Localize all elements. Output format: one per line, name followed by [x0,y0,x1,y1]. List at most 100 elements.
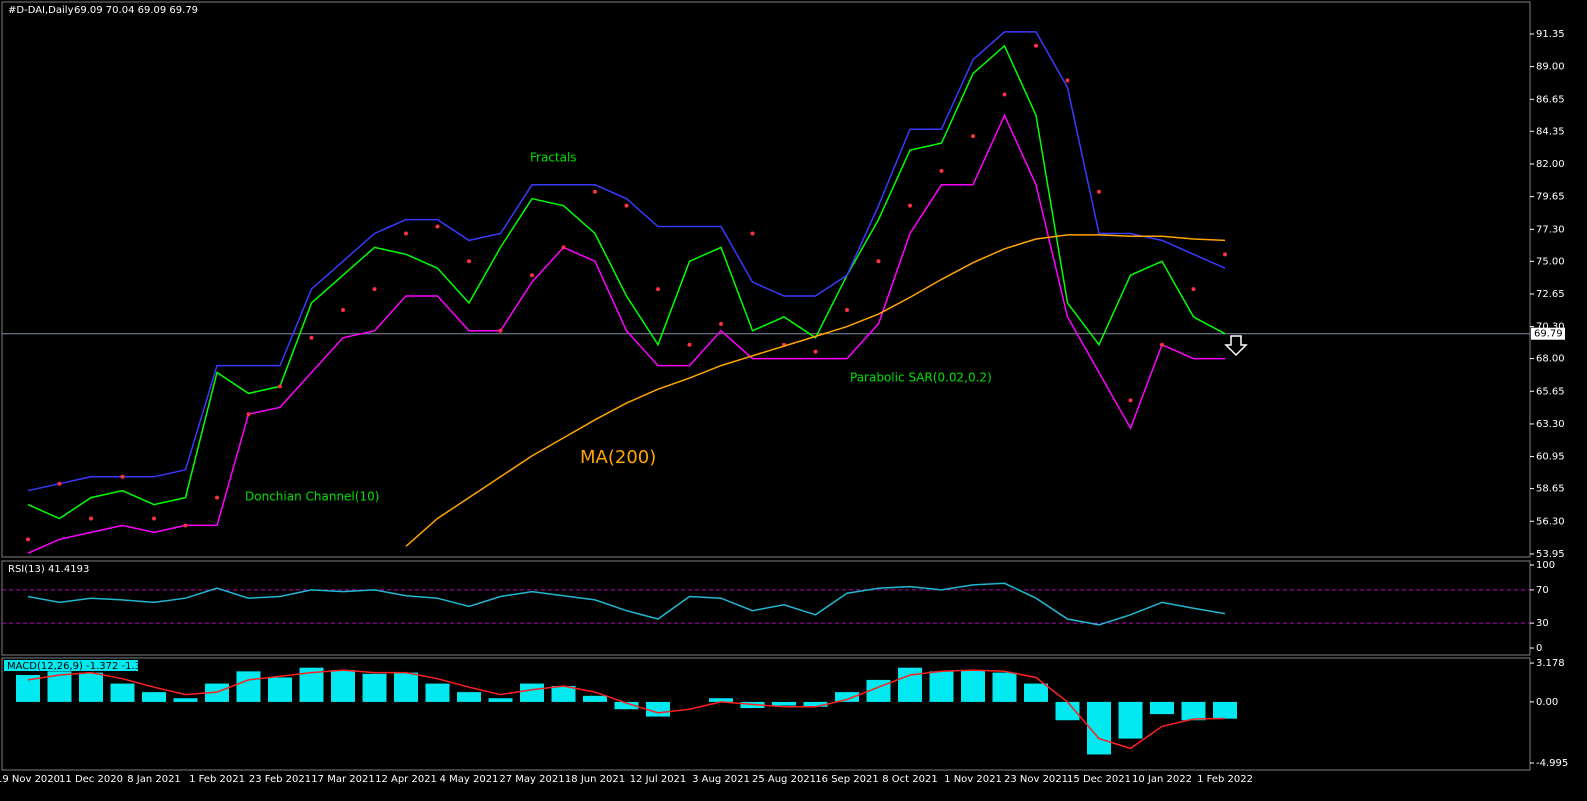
histogram-bar [898,667,922,702]
y-tick-label: 100 [1536,560,1555,571]
histogram-bar [457,692,481,702]
annotation: Donchian Channel(10) [245,490,379,504]
y-tick-label: 82.00 [1536,159,1565,170]
sar-dot [656,287,660,292]
x-tick-label: 23 Feb 2021 [249,774,311,785]
y-tick-label: 0 [1536,643,1542,654]
histogram-bar [110,683,135,702]
macd-panel [1,657,1531,771]
annotation: Parabolic SAR(0.02,0.2) [850,371,992,385]
series-line [27,669,1226,750]
sar-dot [215,495,219,500]
sar-dot [908,203,912,208]
sell-arrow [1224,335,1248,357]
histogram-bar [362,673,387,702]
histogram-bar [1024,683,1048,702]
histogram-bar [236,671,261,702]
x-tick-label: 1 Nov 2021 [944,774,1002,785]
sar-dot [152,516,156,521]
sar-dot [498,328,503,333]
histogram-bar [142,692,166,702]
x-tick-label: 19 Nov 2020 [0,774,60,785]
y-tick-label: 70.30 [1536,322,1565,333]
sar-dot [1160,342,1164,347]
sar-dot [372,287,377,292]
y-tick-label: 70 [1536,585,1549,596]
sar-dot [561,245,566,250]
x-tick-label: 23 Nov 2021 [1004,774,1068,785]
annotation: Fractals [530,151,577,165]
x-tick-label: 27 May 2021 [499,774,564,785]
sar-dot [1002,92,1007,97]
sar-dot [341,307,345,312]
x-tick-label: 12 Apr 2021 [375,774,437,785]
x-tick-label: 15 Dec 2021 [1067,774,1131,785]
sar-dot [309,335,314,340]
y-tick-label: 79.65 [1536,192,1565,203]
ohlc: 69.09 70.04 69.09 69.79 [74,5,198,16]
histogram-bar [173,698,198,702]
y-tick-label: 56.30 [1536,516,1565,527]
series-line [27,31,1226,492]
histogram-bar [425,683,450,702]
histogram-bar [614,701,639,710]
histogram-bar [551,686,576,702]
sar-dot [813,349,818,354]
sar-dot [750,231,755,236]
y-tick-label: 77.30 [1536,224,1565,235]
macd-title-bg [4,660,138,671]
series-line [27,113,1225,554]
y-tick-label: -4.995 [1536,758,1568,769]
x-tick-label: 8 Oct 2021 [882,774,937,785]
histogram-bar [961,670,985,702]
sar-dot [467,259,471,264]
histogram-bar [79,672,103,702]
sar-dot [435,224,440,229]
histogram-bar [992,672,1017,702]
x-tick-label: 1 Feb 2021 [189,774,245,785]
y-tick-label: 63.30 [1536,419,1565,430]
sar-dot [404,231,408,236]
x-tick-label: 18 Jun 2021 [565,774,625,785]
histogram-bar [1118,701,1143,739]
x-tick-label: 10 Jan 2022 [1132,774,1192,785]
sar-dot [1065,78,1070,83]
sar-dot [246,412,251,417]
histogram-bar [803,701,828,707]
sar-dot [845,307,849,312]
x-tick-label: 4 May 2021 [440,774,499,785]
y-tick-label: 72.65 [1536,289,1565,300]
histogram-bar [929,671,954,702]
series-line [27,582,1226,626]
y-tick-label: 75.00 [1536,256,1565,267]
histogram-bar [268,677,292,702]
sar-dot [876,259,881,264]
y-tick-label: 0.00 [1536,697,1558,708]
sar-dot [1191,287,1196,292]
y-tick-label: 91.35 [1536,29,1565,40]
sar-dot [26,537,30,542]
x-tick-label: 16 Sep 2021 [815,774,878,785]
plot-layer: 91.35 89.00 86.65 84.35 82.00 79.65 77.30 75.00… [0,29,1568,785]
x-tick-label: 17 Mar 2021 [311,774,374,785]
last-price-box [1531,327,1565,340]
sar-dot [530,273,534,278]
histogram-bar [488,698,513,702]
x-tick-label: 8 Jan 2021 [127,774,181,785]
x-tick-label: 25 Aug 2021 [752,774,816,785]
sar-dot [1223,252,1227,257]
y-tick-label: 30 [1536,618,1549,629]
histogram-bar [1213,701,1237,719]
sar-dot [1128,398,1133,403]
last-price-label: 69.79 [1534,329,1563,340]
chart-title: #D-DAI,Daily [8,5,74,16]
sar-dot [939,168,944,173]
rsi-title: RSI(13) 41.4193 [8,564,89,575]
sar-dot [89,516,93,521]
sar-dot [278,384,282,389]
y-tick-label: 84.35 [1536,126,1565,137]
histogram-bar [646,701,670,717]
histogram-bar [1181,701,1206,721]
